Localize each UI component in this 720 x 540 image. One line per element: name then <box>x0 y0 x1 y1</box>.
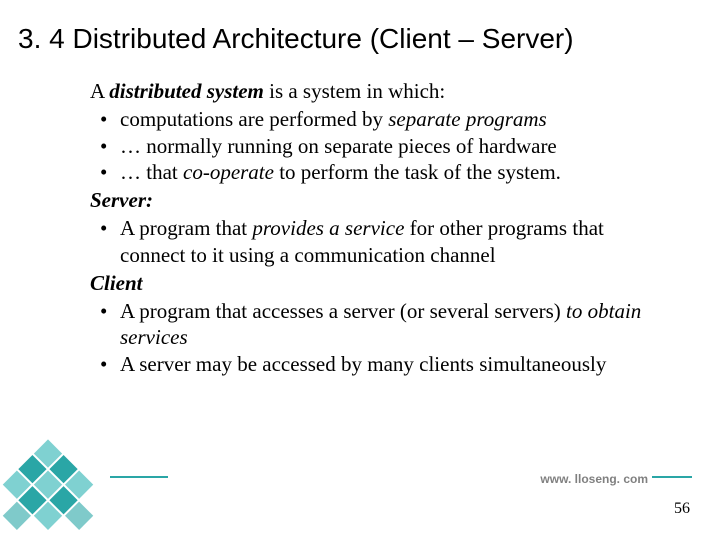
corner-graphic-icon <box>0 420 150 540</box>
b3-post: to perform the task of the system. <box>274 160 561 184</box>
page-number: 56 <box>674 500 690 518</box>
intro-post: is a system in which: <box>264 79 445 103</box>
footer-rule-left <box>110 476 168 478</box>
bullet-server-desc: A program that provides a service for ot… <box>90 215 672 268</box>
footer-rule-right <box>652 476 692 478</box>
client-bullets: A program that accesses a server (or sev… <box>90 298 672 377</box>
footer-url: www. lloseng. com <box>540 472 648 486</box>
s1-em: provides a service <box>252 216 404 240</box>
server-heading: Server: <box>90 187 672 213</box>
s1-pre: A program that <box>120 216 252 240</box>
intro-pre: A <box>90 79 109 103</box>
b1-em: separate programs <box>388 107 546 131</box>
bullet-computations: computations are performed by separate p… <box>90 106 672 132</box>
bullet-hardware: … normally running on separate pieces of… <box>90 133 672 159</box>
slide-body: A distributed system is a system in whic… <box>90 78 672 379</box>
bullet-many-clients: A server may be accessed by many clients… <box>90 351 672 377</box>
server-bullets: A program that provides a service for ot… <box>90 215 672 268</box>
slide-title: 3. 4 Distributed Architecture (Client – … <box>18 22 702 56</box>
bullet-cooperate: … that co-operate to perform the task of… <box>90 159 672 185</box>
bullet-client-desc: A program that accesses a server (or sev… <box>90 298 672 351</box>
b1-pre: computations are performed by <box>120 107 388 131</box>
client-heading: Client <box>90 270 672 296</box>
intro-line: A distributed system is a system in whic… <box>90 78 672 104</box>
intro-bullets: computations are performed by separate p… <box>90 106 672 185</box>
c1-pre: A program that accesses a server (or sev… <box>120 299 566 323</box>
slide: 3. 4 Distributed Architecture (Client – … <box>0 0 720 540</box>
intro-term: distributed system <box>109 79 264 103</box>
b3-pre: … that <box>120 160 183 184</box>
b3-em: co-operate <box>183 160 274 184</box>
